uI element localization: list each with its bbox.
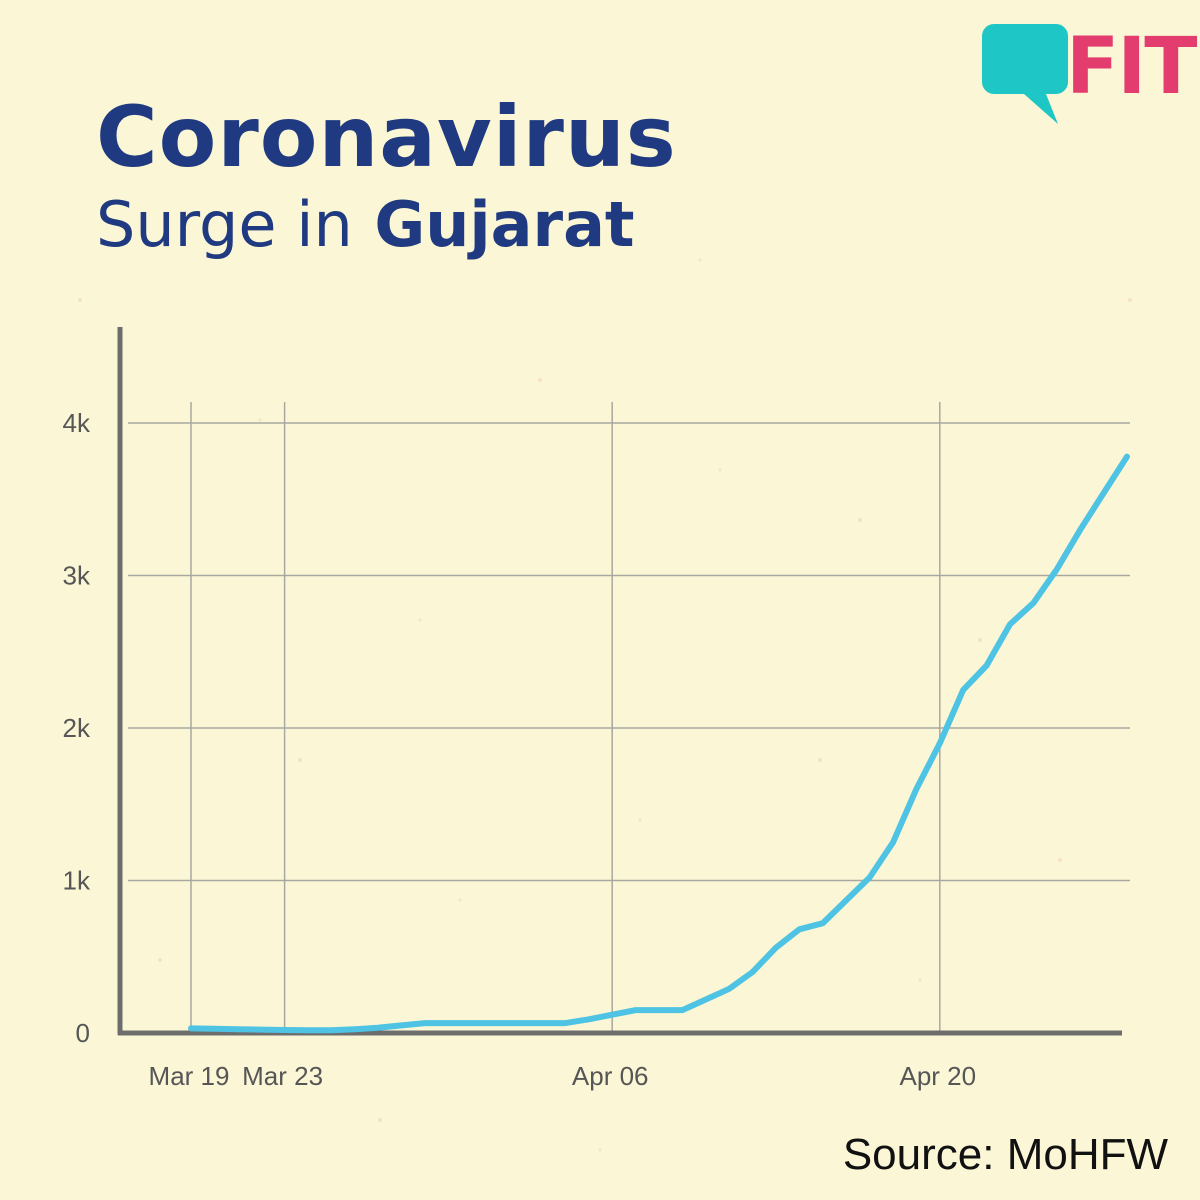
logo-text: FIT [1066, 22, 1198, 112]
y-tick-label: 4k [63, 408, 91, 438]
subtitle-regular: Surge in [96, 188, 353, 261]
y-tick-label: 3k [63, 561, 91, 591]
line-chart: 0 1k 2k 3k 4k Mar 19 Mar 23 Apr 06 Apr 20 [63, 327, 1130, 1091]
subtitle-state: Gujarat [374, 188, 635, 261]
x-tick-label: Apr 20 [899, 1061, 976, 1091]
speech-bubble-icon [982, 24, 1068, 124]
x-tick-label: Mar 19 [149, 1061, 230, 1091]
source-note: Source: MoHFW [842, 1130, 1168, 1179]
page-subtitle: Surge in Gujarat [96, 188, 635, 261]
series-line [188, 453, 1130, 1034]
x-tick-label: Mar 23 [242, 1061, 323, 1091]
fit-logo [982, 24, 1068, 124]
y-tick-label: 1k [63, 866, 91, 896]
x-tick-label: Apr 06 [572, 1061, 649, 1091]
y-tick-label: 0 [76, 1018, 90, 1048]
page-title: Coronavirus [96, 88, 677, 186]
y-tick-label: 2k [63, 713, 91, 743]
